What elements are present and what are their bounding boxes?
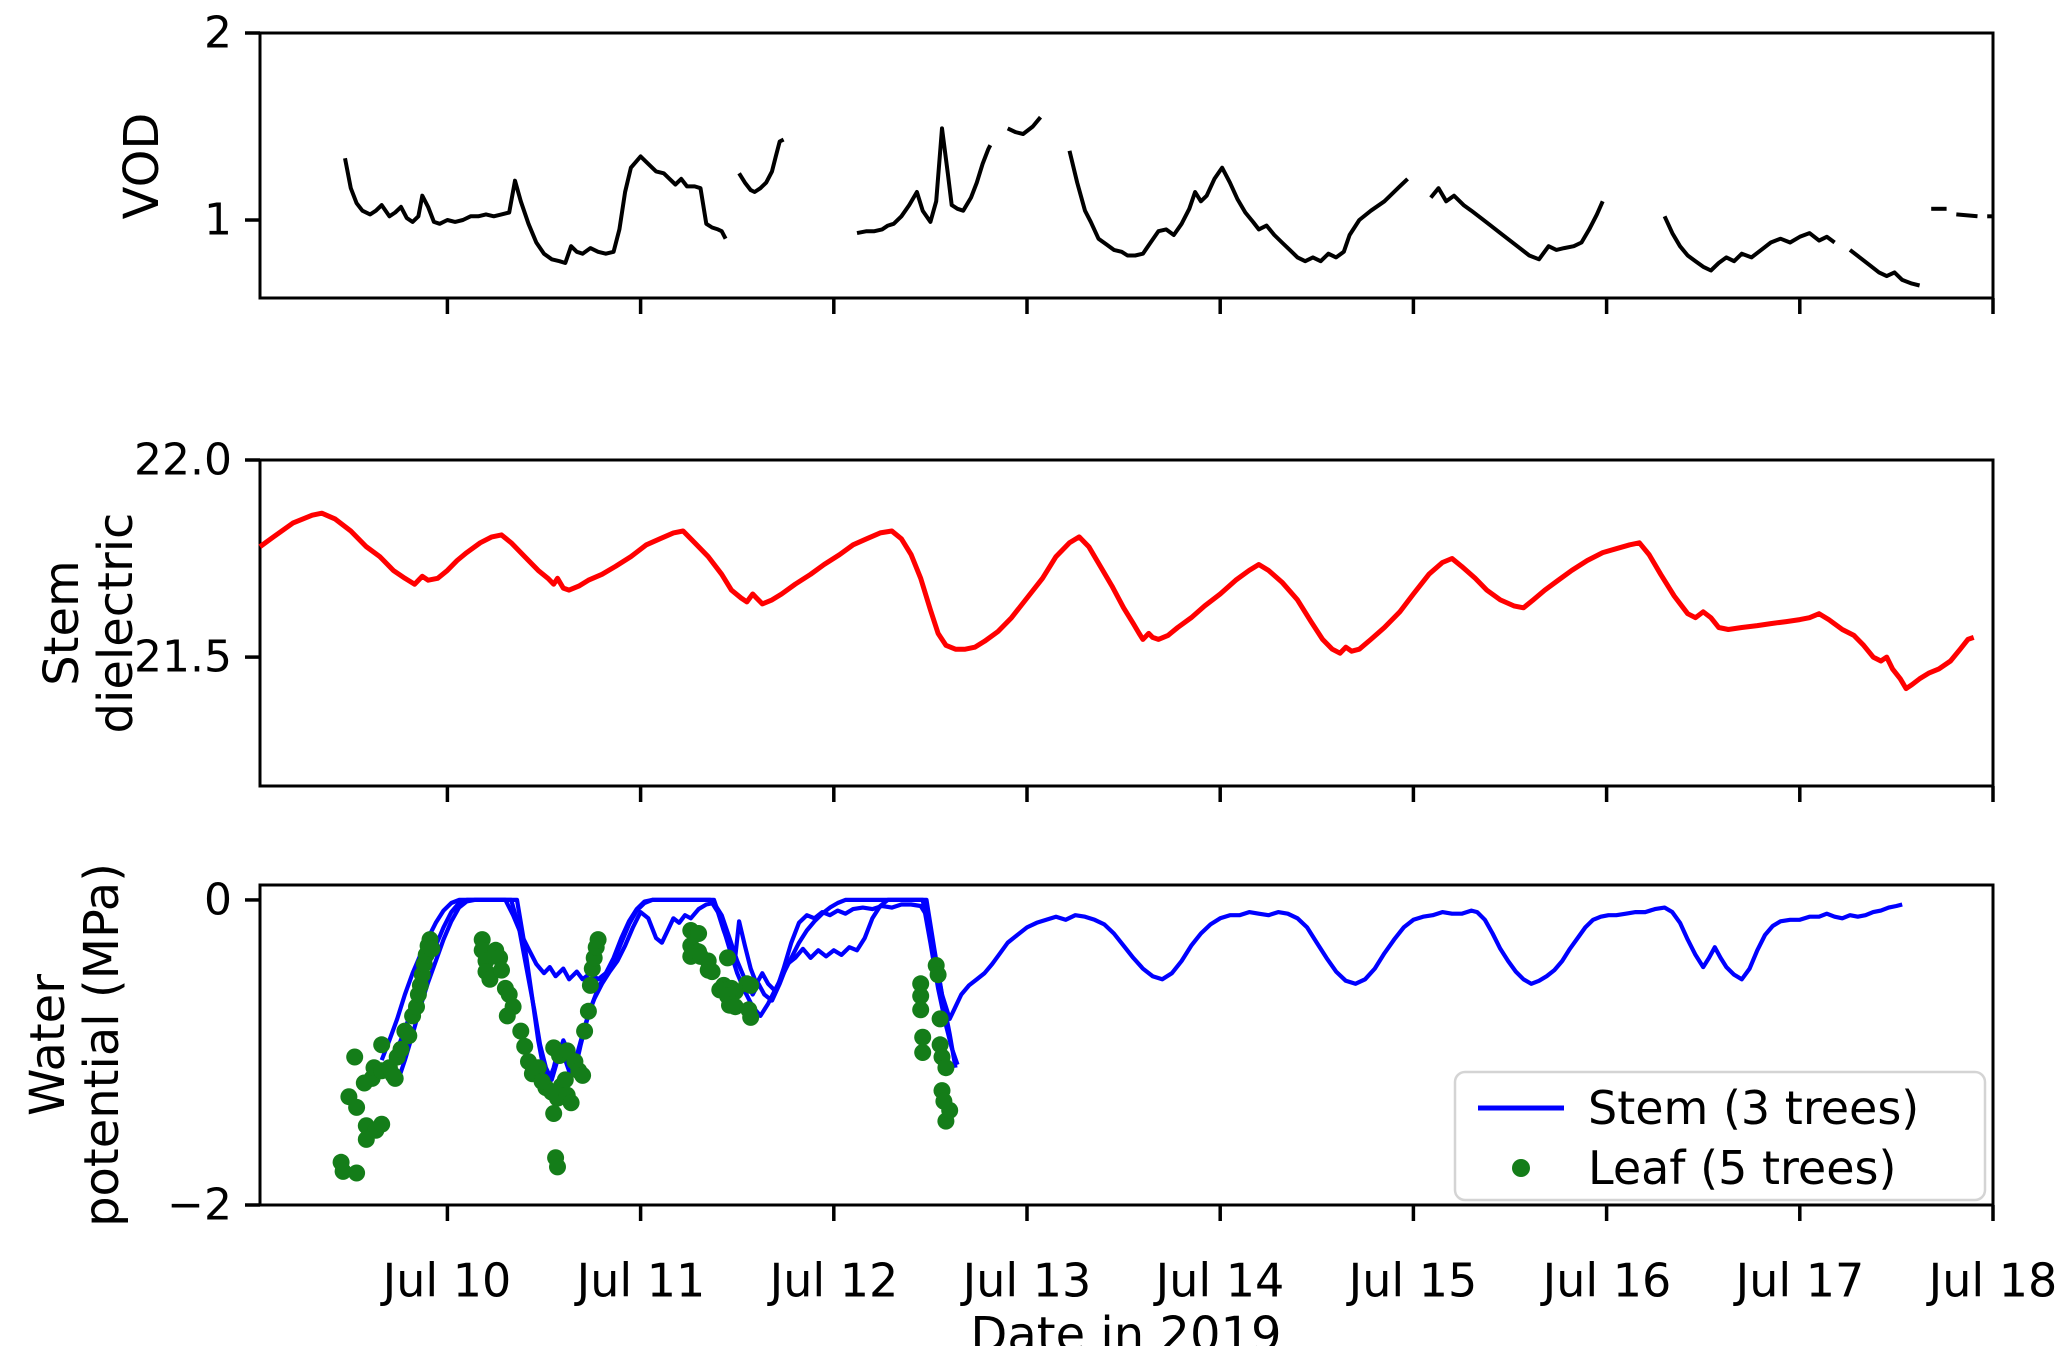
- leaf-dot: [512, 1022, 530, 1040]
- leaf-dot: [348, 1164, 366, 1182]
- leaf-dot: [576, 1022, 594, 1040]
- leaf-dot: [703, 963, 721, 981]
- vod-ytick-2: 2: [204, 8, 232, 59]
- dielectric-ytick-22: 22.0: [134, 435, 232, 486]
- leaf-dot: [589, 931, 607, 949]
- vod-line: [856, 126, 993, 236]
- xtick-jul18: Jul 18: [1926, 1253, 2058, 1307]
- x-tick-labels: Jul 10 Jul 11 Jul 12 Jul 13 Jul 14 Jul 1…: [380, 1253, 2058, 1307]
- xtick-jul16: Jul 16: [1540, 1253, 1672, 1307]
- vod-line: [737, 137, 785, 194]
- leaf-dot: [579, 1002, 597, 1020]
- leaf-dot: [690, 925, 708, 942]
- waterpot-line: [387, 897, 960, 1083]
- panel-frames: [258, 31, 1995, 1207]
- waterpot-series-group: [332, 897, 1903, 1182]
- xtick-jul12: Jul 12: [767, 1253, 899, 1307]
- legend-label-stem: Stem (3 trees): [1588, 1081, 1919, 1135]
- leaf-dot: [493, 961, 510, 979]
- leaf-dot: [373, 1036, 391, 1054]
- leaf-dot: [742, 976, 760, 994]
- leaf-dot: [719, 949, 736, 967]
- vod-line: [1956, 212, 1978, 219]
- legend-box: [1453, 1070, 1987, 1202]
- xtick-jul14: Jul 14: [1153, 1253, 1285, 1307]
- leaf-dot: [937, 1059, 955, 1077]
- leaf-dot: [348, 1098, 366, 1116]
- leaf-dot: [346, 1048, 364, 1066]
- panel-frame-waterpot: [258, 883, 1995, 1207]
- data-series: [258, 115, 1993, 1182]
- leaf-dot: [400, 1027, 418, 1045]
- leaf-dot: [929, 966, 947, 984]
- leaf-dot: [529, 1059, 547, 1077]
- waterpot-line: [379, 897, 1903, 1061]
- x-axis-label: Date in 2019: [970, 1307, 1281, 1346]
- leaf-dot: [914, 1044, 932, 1061]
- leaf-dot: [581, 976, 599, 994]
- waterpot-axis-label-line2: potential (MPa): [74, 863, 130, 1227]
- leaf-dot: [423, 940, 441, 958]
- leaf-dot: [373, 1115, 391, 1133]
- leaf-dot: [481, 970, 499, 988]
- dielectric-ytick-21.5: 21.5: [134, 632, 232, 683]
- leaf-dot: [516, 1037, 534, 1055]
- leaf-dot: [912, 1001, 930, 1019]
- vod-series-group: [343, 115, 1993, 288]
- dielectric-axis-label-line2: dielectric: [88, 513, 144, 734]
- vod-line: [1429, 186, 1605, 262]
- vod-line: [1848, 248, 1921, 288]
- xtick-jul17: Jul 17: [1733, 1253, 1865, 1307]
- xtick-jul13: Jul 13: [960, 1253, 1092, 1307]
- xtick-jul15: Jul 15: [1346, 1253, 1478, 1307]
- vod-line: [1006, 115, 1043, 136]
- dielectric-axis-label-line1: Stem: [34, 560, 90, 686]
- leaf-dot: [549, 1158, 566, 1176]
- leaf-dot: [392, 1040, 410, 1058]
- vod-line: [343, 154, 728, 265]
- leaf-dot: [498, 1007, 516, 1025]
- leaf-dot: [386, 1069, 404, 1087]
- leaf-dot: [562, 1094, 580, 1112]
- waterpot-line: [395, 897, 958, 1086]
- leaf-dot: [912, 975, 930, 993]
- waterpot-axis-label-line1: Water: [20, 974, 76, 1116]
- vod-axis-label: VOD: [114, 113, 170, 220]
- dielectric-series-group: [258, 510, 1975, 692]
- xtick-jul11: Jul 11: [574, 1253, 706, 1307]
- xtick-jul10: Jul 10: [380, 1253, 512, 1307]
- waterpot-ytick--2: −2: [167, 1180, 232, 1231]
- leaf-dot: [931, 1010, 949, 1028]
- dielectric-line: [258, 510, 1975, 692]
- leaf-dot: [334, 1162, 352, 1180]
- legend: Stem (3 trees) Leaf (5 trees): [1453, 1070, 1987, 1202]
- legend-label-leaf: Leaf (5 trees): [1588, 1141, 1896, 1195]
- leaf-dot: [545, 1105, 563, 1122]
- panel-frame-dielectric: [258, 458, 1995, 788]
- vod-line: [1067, 150, 1409, 264]
- legend-leaf-dot-sample: [1512, 1159, 1530, 1177]
- vod-ytick-1: 1: [204, 195, 232, 246]
- leaf-dot: [912, 987, 930, 1005]
- axis-ticks: [245, 31, 1995, 1221]
- panel-frame-vod: [258, 31, 1995, 300]
- waterpot-ytick-0: 0: [204, 875, 232, 926]
- vod-line: [1662, 215, 1836, 273]
- leaf-dot: [726, 998, 744, 1016]
- leaf-dot: [914, 1028, 932, 1046]
- leaf-dot: [742, 1008, 760, 1026]
- leaf-dot: [574, 1066, 592, 1084]
- leaf-dot: [357, 1130, 375, 1148]
- leaf-dot: [556, 1071, 574, 1089]
- leaf-dot: [941, 1101, 959, 1119]
